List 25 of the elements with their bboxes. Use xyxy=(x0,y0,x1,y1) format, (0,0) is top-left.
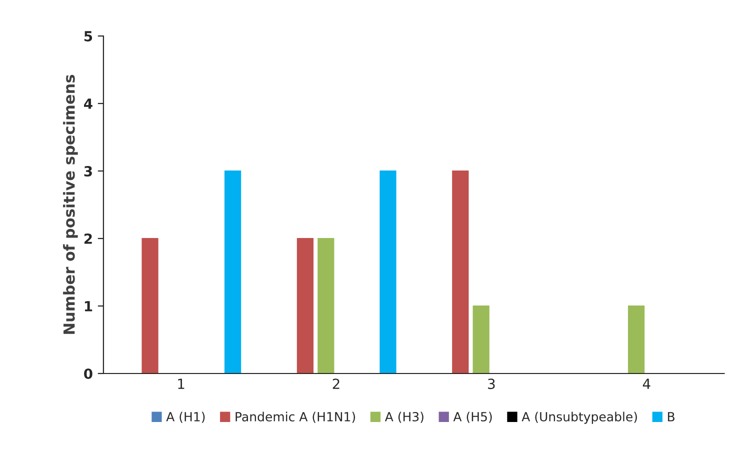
legend-label: Pandemic A (H1N1) xyxy=(236,412,356,423)
y-tick-label: 0 xyxy=(84,368,92,379)
x-tick-label: 1 xyxy=(178,378,184,389)
legend-label: A (H3) xyxy=(384,412,424,423)
y-tick-label: 4 xyxy=(84,98,92,109)
bar xyxy=(472,305,490,374)
y-tick-label: 1 xyxy=(84,301,92,312)
bar xyxy=(628,305,645,374)
y-axis-title: Number of positive specimens xyxy=(63,74,78,334)
x-tick-label: 4 xyxy=(642,378,650,389)
bar xyxy=(452,170,469,374)
bar xyxy=(142,238,158,374)
bar xyxy=(224,170,242,374)
x-tick-label: 2 xyxy=(332,378,340,389)
legend-label: A (H5) xyxy=(453,412,492,423)
legend-label: A (Unsubtypeable) xyxy=(522,412,637,424)
x-tick-label: 3 xyxy=(488,378,495,390)
y-tick-label: 5 xyxy=(84,31,92,42)
legend-label: A (H1) xyxy=(166,412,205,423)
y-tick-label: 3 xyxy=(84,166,92,176)
legend-label: B xyxy=(668,412,674,422)
y-tick-label: 2 xyxy=(84,233,92,244)
bar xyxy=(318,238,334,374)
bar xyxy=(380,170,396,374)
bar xyxy=(296,238,314,374)
